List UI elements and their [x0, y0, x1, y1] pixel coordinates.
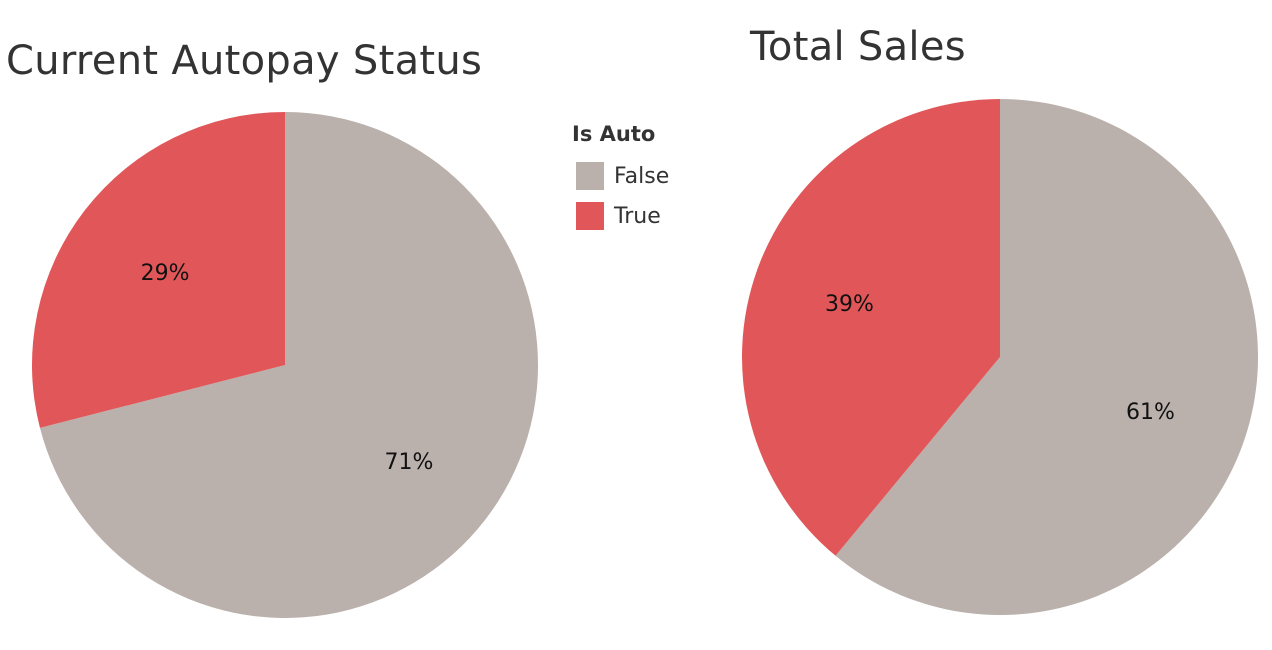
- legend: Is Auto False True: [570, 122, 669, 236]
- legend-label-false: False: [614, 163, 670, 189]
- legend-swatch-false: [576, 162, 604, 190]
- pie-label-true: 39%: [825, 292, 874, 317]
- legend-swatch-true: [576, 202, 604, 230]
- legend-label-true: True: [614, 203, 661, 229]
- pie-slice-true[interactable]: [742, 98, 1000, 556]
- pie-label-false: 61%: [1126, 400, 1175, 425]
- pie-chart-autopay: 71% 29%: [31, 112, 539, 618]
- legend-item-true[interactable]: True: [570, 196, 669, 236]
- pie-label-false: 71%: [384, 450, 433, 475]
- legend-item-false[interactable]: False: [570, 156, 669, 196]
- pie-chart-sales: 61% 39%: [742, 98, 1258, 615]
- chart-title-autopay: Current Autopay Status: [6, 38, 483, 84]
- pie-slice-true[interactable]: [31, 112, 285, 428]
- legend-title: Is Auto: [572, 122, 656, 146]
- pie-label-true: 29%: [141, 261, 190, 286]
- pie-slice-false[interactable]: [39, 112, 539, 618]
- pie-slice-false[interactable]: [835, 99, 1258, 615]
- chart-title-sales: Total Sales: [750, 24, 966, 70]
